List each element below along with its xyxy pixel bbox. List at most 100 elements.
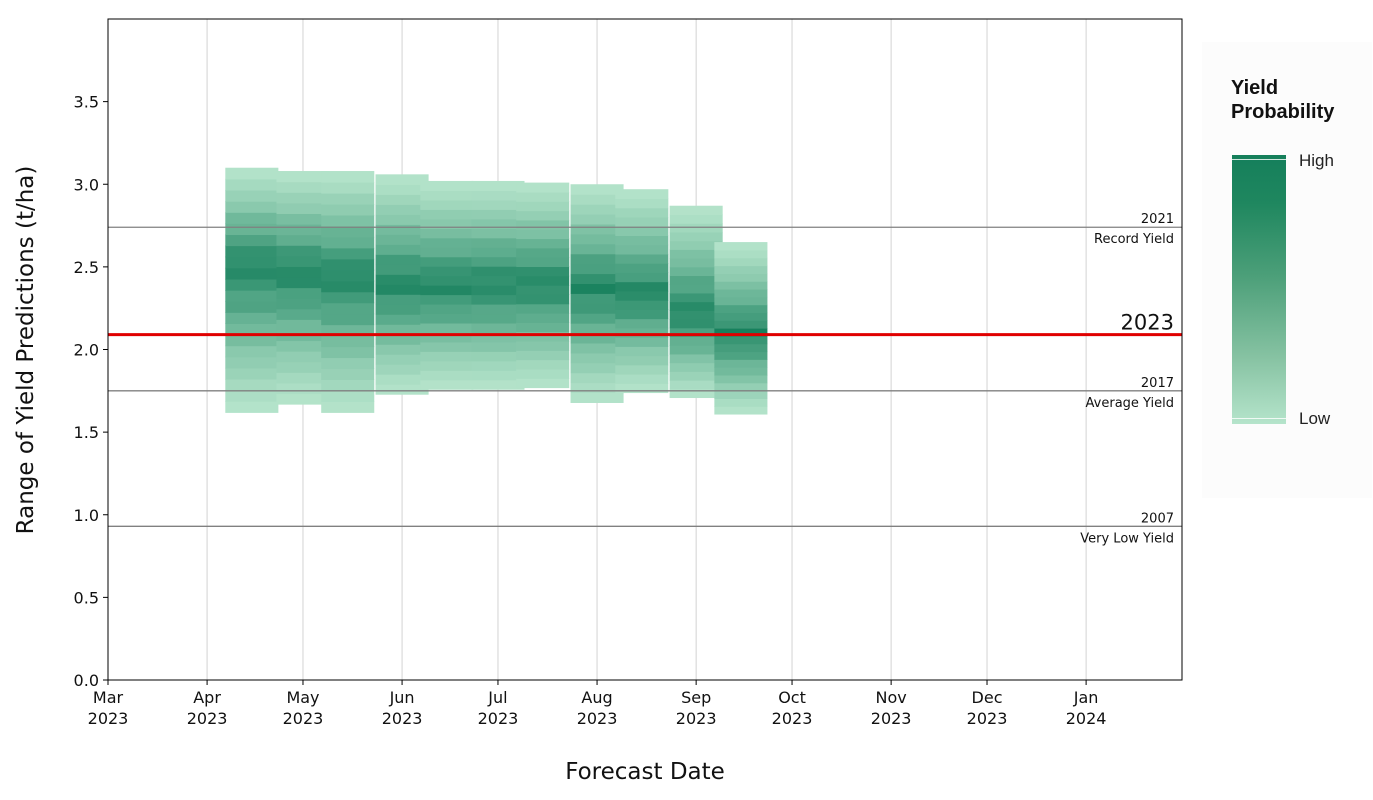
- forecast-bar-band: [471, 256, 525, 267]
- forecast-bar-band: [276, 171, 330, 183]
- forecast-bar-band: [570, 213, 624, 225]
- forecast-bar-band: [471, 370, 525, 381]
- forecast-bar-band: [570, 392, 624, 403]
- forecast-bar-band: [276, 223, 330, 236]
- forecast-bar-band: [321, 368, 375, 380]
- forecast-bar-band: [570, 243, 624, 255]
- forecast-bar-band: [714, 367, 768, 376]
- forecast-bar: [471, 180, 525, 390]
- forecast-bar-band: [615, 216, 669, 227]
- forecast-bar-band: [375, 304, 429, 315]
- forecast-bar-band: [225, 301, 279, 313]
- forecast-bar-band: [276, 361, 330, 373]
- forecast-bar-band: [420, 332, 474, 343]
- legend-panel: [1202, 42, 1372, 498]
- forecast-bar-band: [375, 294, 429, 305]
- forecast-bar-band: [714, 249, 768, 259]
- x-tick-label-year: 2024: [1066, 709, 1107, 728]
- forecast-bar-band: [714, 390, 768, 399]
- forecast-bar-band: [321, 236, 375, 249]
- forecast-bar-band: [225, 256, 279, 269]
- forecast-bar-band: [471, 209, 525, 220]
- legend-low-tick: [1232, 418, 1286, 419]
- forecast-bar-band: [570, 223, 624, 235]
- forecast-bar-band: [276, 298, 330, 310]
- forecast-bar-band: [669, 379, 723, 390]
- forecast-bar-band: [375, 334, 429, 345]
- forecast-bar-band: [420, 379, 474, 390]
- forecast-bar-band: [570, 273, 624, 284]
- forecast-bar-band: [516, 322, 570, 333]
- forecast-bar-band: [570, 263, 624, 275]
- y-tick-label: 2.5: [74, 258, 99, 277]
- forecast-bar: [669, 205, 723, 399]
- legend-high-label: High: [1299, 151, 1334, 170]
- forecast-bar-band: [516, 331, 570, 342]
- forecast-bar-band: [615, 226, 669, 237]
- forecast-bar-band: [714, 335, 768, 345]
- forecast-bar-band: [375, 174, 429, 185]
- forecast-bar-band: [471, 303, 525, 315]
- forecast-bar-band: [321, 346, 375, 359]
- forecast-bar-band: [471, 180, 525, 192]
- forecast-bar-band: [516, 191, 570, 202]
- forecast-bar-band: [615, 253, 669, 264]
- x-tick-label-month: Oct: [778, 688, 806, 707]
- forecast-bar-band: [516, 182, 570, 193]
- forecast-bar-band: [669, 353, 723, 364]
- forecast-bar-band: [321, 291, 375, 304]
- forecast-bar-band: [321, 247, 375, 260]
- forecast-bar-band: [570, 283, 624, 294]
- forecast-bar-band: [420, 360, 474, 371]
- forecast-bar-band: [516, 294, 570, 305]
- forecast-bar-band: [570, 293, 624, 304]
- forecast-bar-band: [516, 266, 570, 277]
- forecast-bar-band: [375, 224, 429, 235]
- forecast-bar-band: [375, 284, 429, 295]
- forecast-bar-band: [420, 303, 474, 315]
- forecast-bar-band: [276, 213, 330, 225]
- forecast-bar-band: [225, 356, 279, 369]
- forecast-bar-band: [516, 275, 570, 286]
- forecast-bar-band: [375, 204, 429, 215]
- forecast-bar-band: [570, 313, 624, 324]
- forecast-bar-band: [225, 378, 279, 391]
- forecast-bar-band: [471, 228, 525, 239]
- x-tick-label-month: Jul: [487, 688, 507, 707]
- x-tick-label-month: Dec: [972, 688, 1003, 707]
- forecast-bar-band: [615, 281, 669, 292]
- forecast-bar-band: [714, 374, 768, 384]
- forecast-bar-band: [516, 350, 570, 361]
- forecast-bar-band: [615, 327, 669, 338]
- legend-high-tick: [1232, 159, 1286, 160]
- forecast-bar-band: [669, 231, 723, 242]
- forecast-bar-band: [471, 294, 525, 305]
- forecast-bar-band: [714, 273, 768, 282]
- forecast-bar-band: [570, 342, 624, 354]
- forecast-bar-band: [225, 189, 279, 202]
- forecast-bar-band: [420, 313, 474, 324]
- forecast-bar-band: [321, 401, 375, 413]
- reference-line-label: Average Yield: [1086, 396, 1174, 411]
- forecast-bar: [714, 242, 768, 415]
- x-tick-label-year: 2023: [967, 709, 1008, 728]
- x-tick-label-month: Sep: [681, 688, 711, 707]
- forecast-bar-band: [570, 352, 624, 364]
- legend-title: Yield Probability: [1231, 77, 1335, 123]
- x-tick-label-month: Mar: [93, 688, 124, 707]
- forecast-bar: [321, 171, 375, 413]
- forecast-bar-band: [276, 340, 330, 352]
- forecast-bar-band: [669, 240, 723, 250]
- forecast-bar-band: [420, 294, 474, 305]
- forecast-bar-band: [615, 198, 669, 209]
- reference-line-year: 2007: [1141, 511, 1174, 526]
- forecast-bar-band: [375, 194, 429, 205]
- forecast-bar-band: [471, 199, 525, 210]
- forecast-bar-band: [615, 235, 669, 246]
- forecast-bar-band: [669, 362, 723, 372]
- forecast-bar-band: [714, 382, 768, 392]
- forecast-bar-band: [669, 319, 723, 329]
- forecast-bar-band: [669, 310, 723, 320]
- forecast-bar-band: [669, 214, 723, 224]
- forecast-bar-band: [225, 390, 279, 402]
